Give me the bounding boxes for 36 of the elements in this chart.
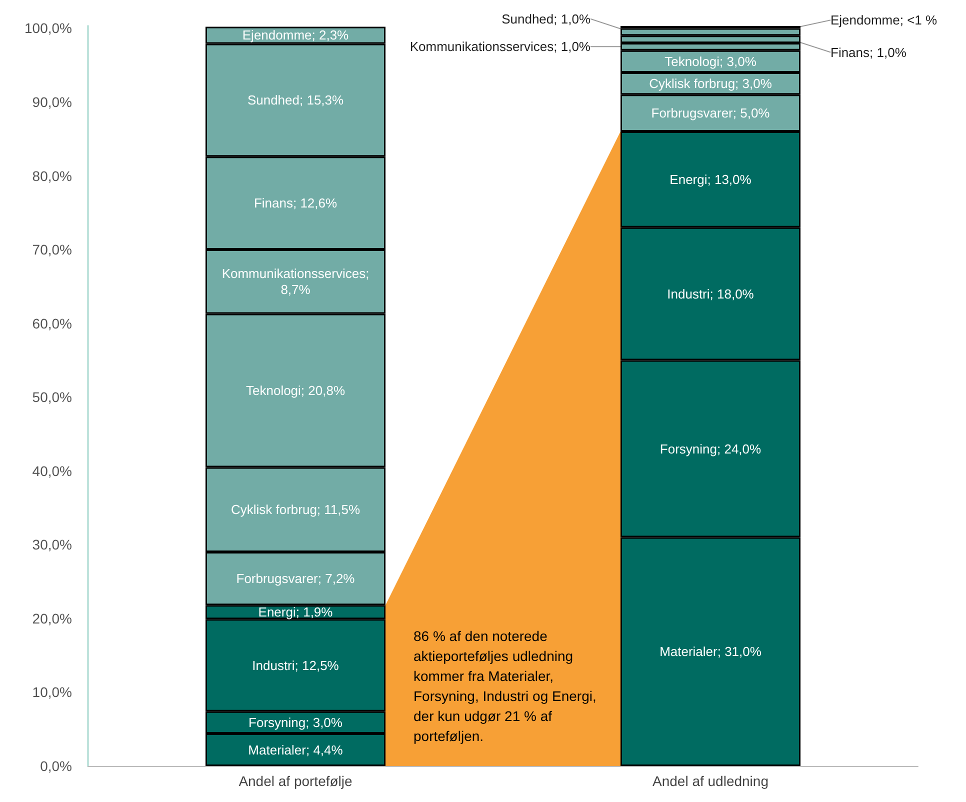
y-tick-label: 90,0%	[32, 94, 72, 110]
data-label: Ejendomme; 2,3%	[242, 28, 350, 43]
data-label: Forsyning; 24,0%	[660, 441, 762, 456]
y-tick-label: 60,0%	[32, 315, 72, 332]
data-label: Industri; 18,0%	[667, 286, 754, 302]
y-tick-label: 100,0%	[24, 20, 72, 36]
data-label: Cyklisk forbrug; 11,5%	[230, 502, 360, 518]
data-label: Kommunikationsservices; 8,7%	[222, 266, 370, 298]
data-label: Finans; 12,6%	[254, 196, 338, 211]
data-label: Forbrugsvarer; 7,2%	[236, 571, 356, 586]
data-label: Teknologi; 20,8%	[246, 382, 346, 398]
x-tick-label: Andel af udledning	[652, 773, 768, 789]
y-tick-label: 20,0%	[32, 610, 72, 626]
data-label: Energi; 13,0%	[670, 172, 752, 187]
data-label: Teknologi; 3,0%	[664, 54, 757, 69]
y-tick-label: 0,0%	[40, 758, 72, 774]
data-label: Cyklisk forbrug; 3,0%	[649, 76, 772, 92]
data-label: Sundhed; 15,3%	[247, 92, 344, 108]
data-label: Sundhed; 1,0%	[502, 11, 591, 26]
y-tick-label: 80,0%	[32, 168, 72, 184]
y-tick-label: 10,0%	[32, 684, 72, 700]
data-label: Forbrugsvarer; 5,0%	[651, 106, 770, 121]
y-tick-label: 30,0%	[32, 536, 72, 553]
y-tick-label: 50,0%	[32, 389, 72, 406]
annotation: 86 % af den noterede aktieporteføljes udledning kommer fra Materialer, Forsyning, Industri og Energi, der kun udgør 21 % af porteføljen.	[414, 628, 600, 744]
y-tick-label: 70,0%	[32, 242, 72, 258]
y-tick-label: 40,0%	[32, 462, 72, 479]
data-label: Forsyning; 3,0%	[248, 714, 343, 730]
data-label: Kommunikationsservices; 1,0%	[410, 39, 591, 54]
data-label: Energi; 1,9%	[258, 604, 334, 620]
x-tick-label: Andel af portefølje	[238, 773, 353, 789]
data-label: Materialer; 4,4%	[248, 742, 344, 758]
data-label: Ejendomme; <1 %	[830, 12, 938, 28]
data-label: Materialer; 31,0%	[660, 644, 762, 660]
data-label: Industri; 12,5%	[252, 658, 340, 673]
data-label: Finans; 1,0%	[830, 44, 907, 60]
